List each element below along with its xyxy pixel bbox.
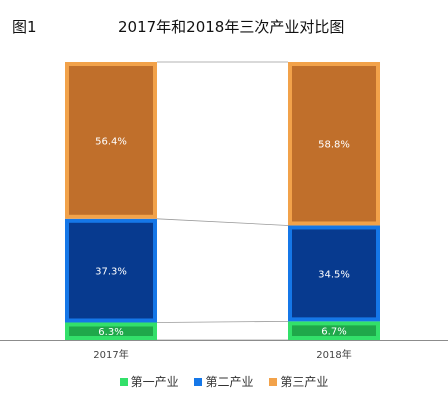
data-label-tertiary-0: 56.4% — [95, 136, 127, 147]
legend-item-secondary: 第二产业 — [194, 373, 254, 390]
legend-swatch-primary — [119, 378, 128, 386]
bar-primary-0 — [65, 322, 157, 340]
data-label-tertiary-1: 58.8% — [318, 140, 350, 151]
legend-label-primary: 第一产业 — [130, 375, 179, 389]
bar-primary-1 — [288, 321, 380, 340]
bar-tertiary-1 — [288, 62, 380, 226]
legend-item-primary: 第一产业 — [119, 373, 179, 390]
data-label-secondary-0: 37.3% — [95, 267, 127, 278]
chart-legend: 第一产业 第二产业 第三产业 — [0, 373, 448, 390]
bar-secondary-0 — [65, 218, 157, 323]
data-label-primary-1: 6.7% — [321, 327, 346, 338]
chart-title: 2017年和2018年三次产业对比图 — [118, 18, 345, 36]
legend-swatch-tertiary — [269, 378, 278, 386]
series-line-secondary-top — [156, 218, 289, 226]
data-label-secondary-1: 34.5% — [318, 269, 350, 280]
legend-swatch-secondary — [194, 378, 203, 386]
bar-secondary-1 — [288, 225, 380, 322]
data-label-primary-0: 6.3% — [98, 327, 123, 338]
bar-tertiary-0 — [65, 62, 157, 219]
x-tick-label-1: 2018年 — [316, 348, 351, 361]
legend-label-tertiary: 第三产业 — [280, 375, 329, 389]
legend-item-tertiary: 第三产业 — [269, 373, 328, 390]
x-tick-label-0: 2017年 — [93, 348, 128, 361]
figure-label: 图1 — [12, 18, 37, 36]
series-line-primary-top — [156, 320, 289, 323]
legend-label-secondary: 第二产业 — [205, 375, 254, 389]
